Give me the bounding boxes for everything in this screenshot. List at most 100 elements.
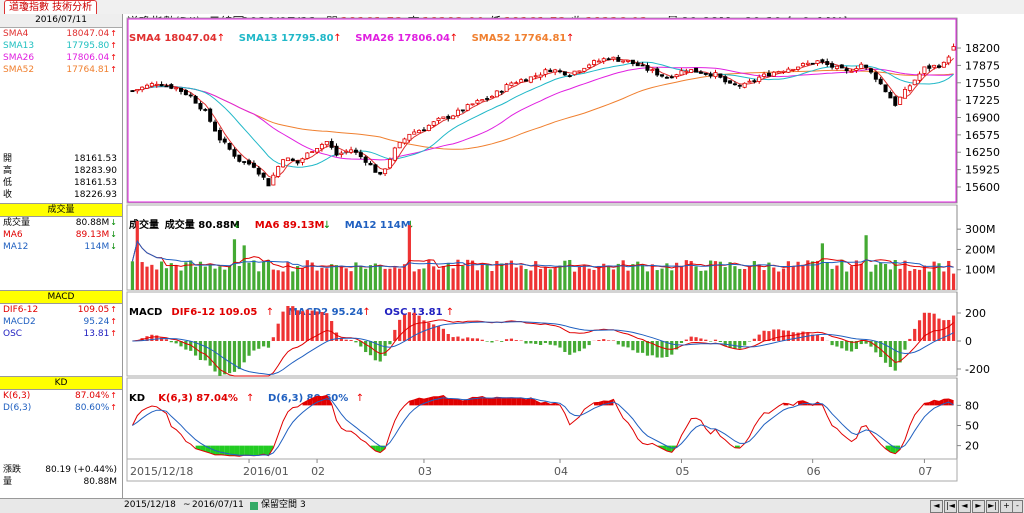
kd-oversold-fill [244,446,249,456]
macd-osc-bar [933,314,936,341]
macd-osc-bar [743,341,746,346]
candle-body [539,75,542,77]
candle-body [947,57,950,63]
macd-osc-bar [233,341,236,372]
macd-osc-bar [622,341,625,347]
price-tick-label: 16900 [965,112,1000,125]
macd-osc-bar [354,341,357,342]
range-start[interactable]: 2015/12/18 [124,500,176,511]
zoom-out-icon[interactable]: - [1012,500,1023,513]
keep-space-value[interactable]: 3 [300,500,306,511]
volume-bar [670,270,673,290]
macd-osc-bar [641,341,644,353]
candle-body [447,116,450,118]
price-tick-label: 16575 [965,129,1000,142]
volume-bar [660,269,663,290]
volume-bar [160,262,163,290]
volume-bar [456,260,459,290]
kd-legend-text: K(6,3) 87.04% [158,393,238,404]
keep-space-icon [250,502,258,510]
candle-body [758,77,761,81]
candle-body [787,69,790,72]
volume-bar [549,269,552,290]
candle-body [189,95,192,96]
volume-bar [141,262,144,290]
macd-osc-bar [544,341,547,343]
step-right-icon[interactable]: ► [972,500,985,513]
volume-bar [383,269,386,290]
candle-body [349,150,352,152]
macd-osc-bar [393,330,396,341]
candle-body [928,66,931,69]
arrow-down-icon: ↓ [233,220,241,231]
candle-body [359,153,362,157]
range-end[interactable]: 2016/07/11 [192,500,244,511]
macd-osc-bar [442,329,445,341]
volume-bar [379,265,382,290]
macd-osc-bar [685,340,688,341]
volume-tick-label: 300M [965,223,996,236]
candle-body [952,47,955,50]
volume-bar [520,265,523,290]
candle-body [204,109,207,110]
kd-tick-label: 80 [965,399,979,412]
chart-area[interactable]: 道瓊指數(DJI)日線圖2016/07/11開18161.53高18283.90… [123,14,1024,498]
candle-body [529,77,532,82]
sidebar-ohlc-label: 高 [3,165,12,177]
macd-osc-bar [364,341,367,352]
macd-osc-bar [184,341,187,350]
macd-osc-bar [277,324,280,341]
volume-bar [592,270,595,290]
macd-osc-bar [349,340,352,341]
candle-body [855,69,858,71]
volume-bar [952,274,955,290]
scroll-left-icon[interactable]: |◄ [944,500,957,513]
macd-osc-bar [486,341,489,342]
volume-bar [874,265,877,290]
volume-bar [155,270,158,290]
macd-osc-bar [694,337,697,341]
volume-bar [238,266,241,290]
volume-bar [865,235,868,290]
macd-osc-bar [733,341,736,349]
kd-oversold-fill [220,446,225,456]
kd-oversold-fill [259,446,264,456]
technical-chart[interactable]: 道瓊指數(DJI)日線圖2016/07/11開18161.53高18283.90… [123,14,1024,498]
candle-body [894,97,897,106]
tab-technical-analysis[interactable]: 道瓊指數 技術分析 [4,0,97,14]
volume-bar [364,269,367,290]
macd-osc-bar [175,341,178,343]
volume-bar [330,264,333,290]
candle-body [665,77,668,78]
candle-body [554,70,557,72]
candle-body [150,84,153,87]
sidebar-kd-label: K(6,3) [3,390,30,402]
scroll-right-icon[interactable]: ►| [986,500,999,513]
macd-osc-bar [631,341,634,350]
candle-body [612,57,615,59]
step-left-icon[interactable]: ◄ [958,500,971,513]
candle-body [452,116,455,119]
macd-osc-bar [291,306,294,341]
arrow-up-icon: ↑ [266,307,274,318]
volume-bar [884,264,887,290]
sidebar-macd-label: DIF6-12 [3,304,38,316]
macd-osc-bar [418,316,421,341]
candle-body [544,70,547,75]
macd-osc-bar [563,341,566,352]
candle-body [131,91,134,92]
candle-body [340,153,343,154]
volume-bar [758,264,761,290]
candle-body [884,85,887,92]
zoom-fit-icon[interactable]: ◄ [930,500,943,513]
candle-body [155,84,158,85]
sidebar-sma-label: SMA13 [3,40,34,52]
macd-osc-bar [549,341,552,345]
candle-body [165,86,168,87]
candle-body [442,117,445,119]
x-axis-label: 07 [918,465,932,478]
volume-bar [209,264,212,290]
